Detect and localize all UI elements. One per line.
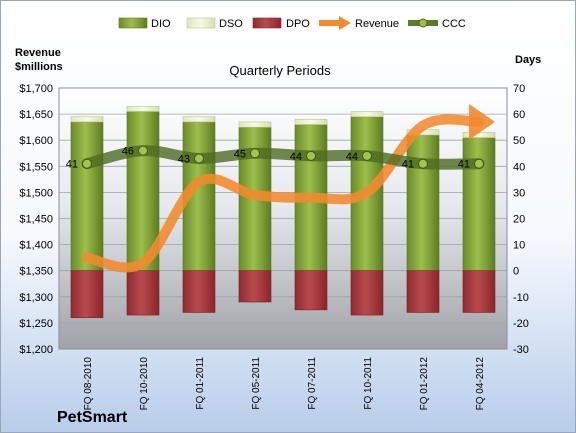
ccc-marker: [138, 145, 148, 156]
y-left-tick-label: $1,550: [19, 161, 53, 173]
bar-dpo: [350, 270, 384, 316]
legend-label-dio: DIO: [151, 18, 171, 30]
ccc-data-label: 41: [458, 159, 470, 171]
bar-dso: [350, 111, 384, 118]
bar-dso: [238, 121, 272, 128]
legend-arrow-revenue: [339, 16, 351, 30]
ccc-marker: [250, 148, 260, 159]
ccc-data-label: 44: [346, 151, 358, 163]
bar-dpo: [70, 270, 104, 318]
y-left-tick-label: $1,600: [19, 135, 53, 147]
bar-dso: [294, 119, 328, 125]
ccc-series: 41 46 43 45 44 44 41 41: [66, 145, 485, 171]
revenue-series: [82, 103, 495, 273]
x-tick-label: FQ 01-2011: [195, 357, 206, 410]
ccc-data-label: 44: [290, 151, 302, 163]
y-axis-right-title: Days: [515, 54, 541, 66]
ccc-marker: [474, 158, 484, 169]
ccc-marker: [194, 153, 204, 164]
ccc-data-label: 41: [402, 159, 414, 171]
bar-dpo: [238, 270, 272, 303]
bar-dso: [462, 132, 496, 138]
revenue-line: [82, 114, 484, 273]
company-name: PetSmart: [57, 409, 128, 426]
x-tick-label: FQ 04-2012: [475, 357, 486, 411]
legend-label-dso: DSO: [219, 18, 243, 30]
y-right-tick-label: 30: [513, 187, 525, 199]
y-right-tick-label: 40: [513, 161, 525, 173]
bar-dpo: [462, 270, 496, 313]
y-right-tick-label: 70: [513, 83, 525, 95]
x-tick-label: FQ 05-2011: [251, 357, 262, 410]
y-left-tick-label: $1,400: [19, 240, 53, 252]
ccc-marker: [362, 150, 372, 161]
y-right-tick-label: -30: [513, 344, 529, 356]
bar-dpo: [182, 270, 216, 313]
ccc-data-label: 45: [234, 148, 246, 160]
legend-swatch-dio: [118, 17, 148, 29]
legend-label-ccc: CCC: [442, 18, 466, 30]
legend: DIO DSO DPO Revenue CCC: [118, 16, 466, 30]
x-tick-label: FQ 10-2011: [363, 357, 374, 410]
y-left-tick-label: $1,500: [19, 187, 53, 199]
ccc-marker: [418, 158, 428, 169]
y-left-tick-label: $1,650: [19, 109, 53, 121]
bar-dpo: [406, 270, 440, 313]
y-right-tick-label: 60: [513, 109, 525, 121]
legend-swatch-dpo: [252, 17, 282, 29]
ccc-data-label: 41: [66, 159, 78, 171]
legend-label-revenue: Revenue: [355, 18, 399, 30]
ccc-marker: [306, 150, 316, 161]
y-left-tick-label: $1,450: [19, 214, 53, 226]
revenue-arrowhead: [469, 103, 495, 140]
y-left-tick-label: $1,250: [19, 318, 53, 330]
y-right-tick-label: -10: [513, 292, 529, 304]
bar-dso: [70, 116, 104, 123]
y-right-tick-label: -20: [513, 318, 529, 330]
bar-dio: [70, 121, 104, 272]
y-left-tick-label: $1,200: [19, 344, 53, 356]
y-left-tick-label: $1,350: [19, 266, 53, 278]
y-left-tick-label: $1,700: [19, 83, 53, 95]
y-right-tick-label: 0: [513, 266, 519, 278]
x-tick-label: FQ 08-2010: [83, 357, 94, 411]
x-tick-label: FQ 10-2010: [139, 357, 150, 411]
x-tick-label: FQ 01-2012: [419, 357, 430, 411]
legend-swatch-dso: [186, 17, 216, 29]
ccc-marker: [82, 158, 92, 169]
bar-dpo: [294, 270, 328, 311]
chart-title: Quarterly Periods: [229, 63, 331, 78]
y-right-tick-label: 50: [513, 135, 525, 147]
ccc-data-label: 43: [178, 153, 190, 165]
legend-label-dpo: DPO: [286, 18, 310, 30]
ccc-data-label: 46: [122, 146, 134, 158]
y-right-tick-label: 20: [513, 214, 525, 226]
y-left-tick-label: $1,300: [19, 292, 53, 304]
bar-dso: [182, 116, 216, 123]
y-axis-left-title-line1: Revenue: [15, 47, 61, 59]
y-right-tick-label: 10: [513, 240, 525, 252]
axes: $1,200 -30 $1,250 -20 $1,300 -10 $1,350 0 $1,400…: [19, 83, 529, 410]
bar-dso: [126, 105, 160, 112]
bar-dio: [406, 134, 440, 271]
x-tick-label: FQ 07-2011: [307, 357, 318, 410]
legend-marker-ccc: [418, 18, 428, 28]
y-axis-left-title-line2: $millions: [15, 61, 63, 73]
bar-dio: [462, 137, 496, 271]
bar-dpo: [126, 270, 160, 316]
